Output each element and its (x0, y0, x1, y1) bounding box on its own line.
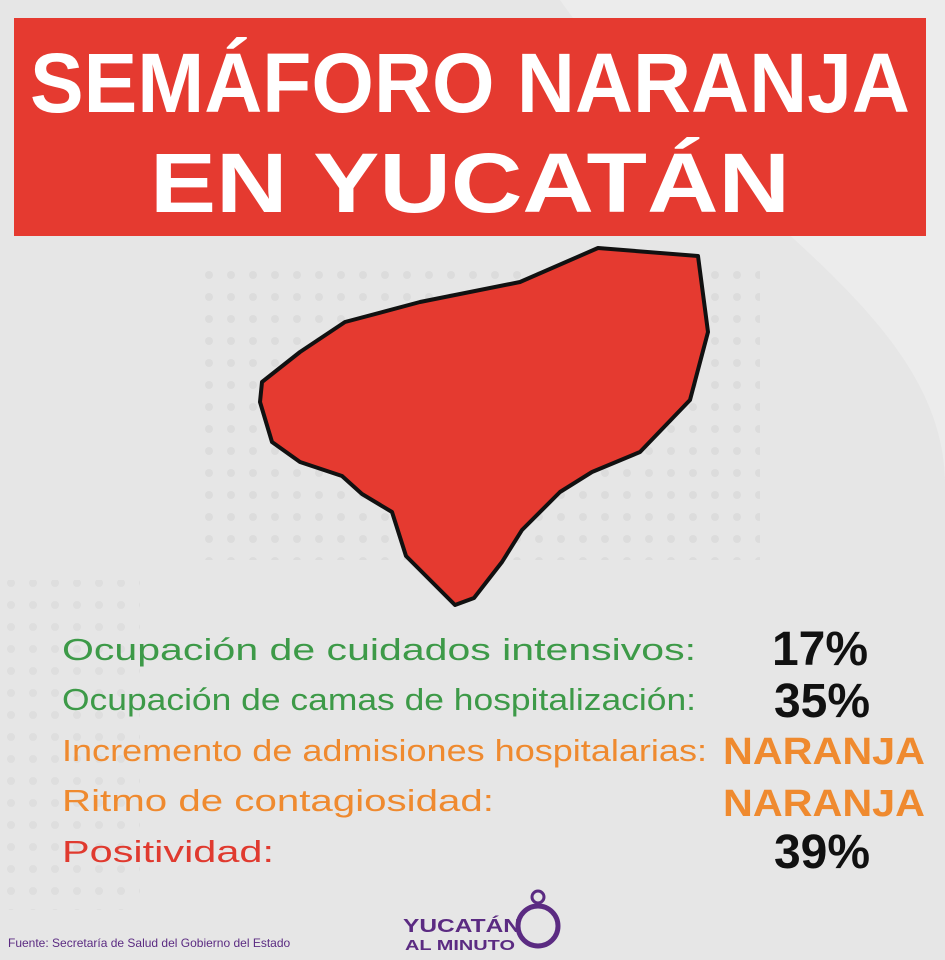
indicator-value: 17% (772, 623, 868, 676)
logo-icon (530, 889, 546, 905)
logo-icon (515, 903, 561, 949)
title-banner (14, 18, 926, 236)
logo-text: YUCATÁN (403, 915, 521, 936)
indicator-label: Incremento de admisiones hospitalarias: (62, 733, 707, 768)
indicator-label: Ritmo de contagiosidad: (62, 783, 494, 818)
logo-text: AL MINUTO (405, 937, 515, 954)
source: Fuente: Secretaría de Salud del Gobierno… (8, 936, 291, 950)
yucatan-map (258, 246, 710, 607)
indicator-value: 35% (774, 675, 870, 728)
indicator-label: Positividad: (62, 834, 274, 869)
bg-dots (0, 580, 140, 910)
indicator-value: NARANJA (723, 783, 925, 825)
indicator-value: 39% (774, 826, 870, 879)
indicator-value: NARANJA (723, 731, 925, 773)
indicator-label: Ocupación de camas de hospitalización: (62, 682, 696, 717)
title-line: SEMÁFORO NARANJA (30, 36, 910, 130)
indicator-label: Ocupación de cuidados intensivos: (62, 632, 696, 667)
title-line: EN YUCATÁN (150, 136, 790, 230)
